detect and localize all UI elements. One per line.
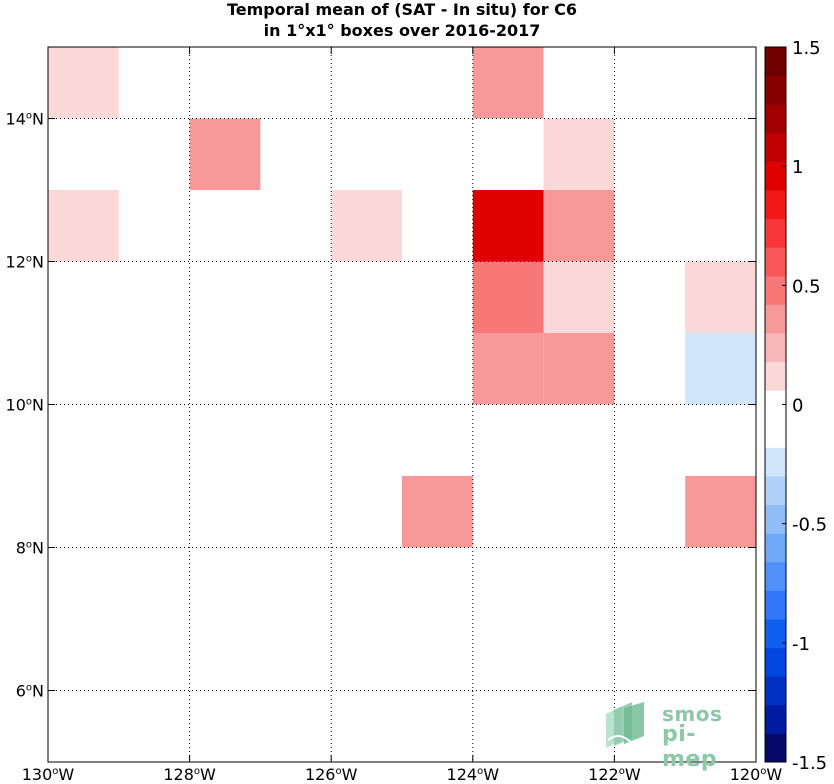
heatmap-cell	[685, 333, 756, 405]
heatmap-cell	[685, 476, 756, 548]
colorbar: 1.5 1 0.5 0 -0.5 -1 -1.5	[764, 38, 827, 774]
chart-title-line-2: in 1°x1° boxes over 2016-2017	[263, 21, 541, 40]
colorbar-segment	[765, 132, 786, 162]
colorbar-segment	[765, 361, 786, 391]
colorbar-segment	[765, 418, 786, 448]
colorbar-tick-label: 1.5	[792, 38, 821, 59]
colorbar-tick-label: -1	[792, 634, 810, 655]
colorbar-segment	[765, 733, 786, 763]
colorbar-segment	[765, 533, 786, 563]
colorbar-tick-label: 0.5	[792, 276, 821, 297]
heatmap-cell	[48, 47, 119, 119]
colorbar-segment	[765, 47, 786, 77]
colorbar-segment	[765, 190, 786, 220]
colorbar-segment	[765, 104, 786, 134]
heatmap-cell	[189, 118, 261, 190]
x-tick-label: 126oW	[305, 765, 358, 784]
colorbar-segment	[765, 275, 786, 305]
colorbar-segment	[765, 476, 786, 506]
colorbar-segment	[765, 704, 786, 734]
heatmap-cell	[685, 47, 756, 119]
heatmap-cell	[472, 190, 544, 262]
x-tick-label: 124oW	[447, 765, 500, 784]
colorbar-segment	[765, 504, 786, 534]
colorbar-segment	[765, 647, 786, 677]
colorbar-tick-label: 1	[792, 157, 803, 178]
y-tick-label: 12oN	[6, 253, 44, 272]
heatmap-cell	[543, 47, 615, 119]
heatmap-cell	[543, 261, 615, 333]
heatmap-cell	[685, 261, 756, 333]
heatmap-cell	[402, 476, 473, 548]
heatmap-cell	[543, 333, 615, 405]
x-tick-label: 120oW	[730, 765, 783, 784]
colorbar-segment	[765, 447, 786, 477]
colorbar-tick-label: 0	[792, 396, 803, 417]
heatmap-cell	[472, 261, 544, 333]
colorbar-segment	[765, 304, 786, 334]
colorbar-tick-label: -0.5	[792, 515, 827, 536]
heatmap-cell	[260, 190, 332, 262]
heatmap-cell	[331, 190, 402, 262]
heatmap-cell	[472, 47, 544, 119]
heatmap-cell	[543, 190, 615, 262]
logo-text-pi-mep: pi-mep	[662, 722, 718, 772]
y-tick-label: 6oN	[16, 682, 44, 701]
heatmap-cell	[472, 333, 544, 405]
colorbar-segment	[765, 561, 786, 591]
colorbar-segment	[765, 75, 786, 105]
heatmap-cells	[48, 47, 756, 548]
heatmap-cell	[48, 190, 119, 262]
colorbar-segment	[765, 390, 786, 420]
colorbar-tick-label: -1.5	[792, 753, 827, 774]
colorbar-segment	[765, 247, 786, 277]
colorbar-segment	[765, 161, 786, 191]
chart-title-line-1: Temporal mean of (SAT - In situ) for C6	[226, 0, 578, 19]
smos-pi-mep-logo: smos pi-mep	[604, 700, 744, 772]
x-axis-ticks: 130oW 128oW 126oW 124oW 122oW 120oW	[22, 47, 783, 784]
x-tick-label: 130oW	[22, 765, 75, 784]
y-axis-ticks: 6oN 8oN 10oN 12oN 14oN	[6, 110, 756, 701]
logo-waves-icon	[606, 702, 649, 748]
x-tick-label: 122oW	[588, 765, 641, 784]
colorbar-segment	[765, 590, 786, 620]
colorbar-segment	[765, 218, 786, 248]
heatmap-cell	[543, 118, 615, 190]
y-tick-label: 8oN	[16, 539, 44, 558]
colorbar-segment	[765, 676, 786, 706]
logo-text-smos: smos	[662, 702, 723, 726]
colorbar-segment	[765, 619, 786, 649]
heatmap-cell	[402, 333, 473, 405]
y-tick-label: 14oN	[6, 110, 44, 129]
colorbar-segment	[765, 333, 786, 363]
y-tick-label: 10oN	[6, 396, 44, 415]
x-tick-label: 128oW	[163, 765, 216, 784]
